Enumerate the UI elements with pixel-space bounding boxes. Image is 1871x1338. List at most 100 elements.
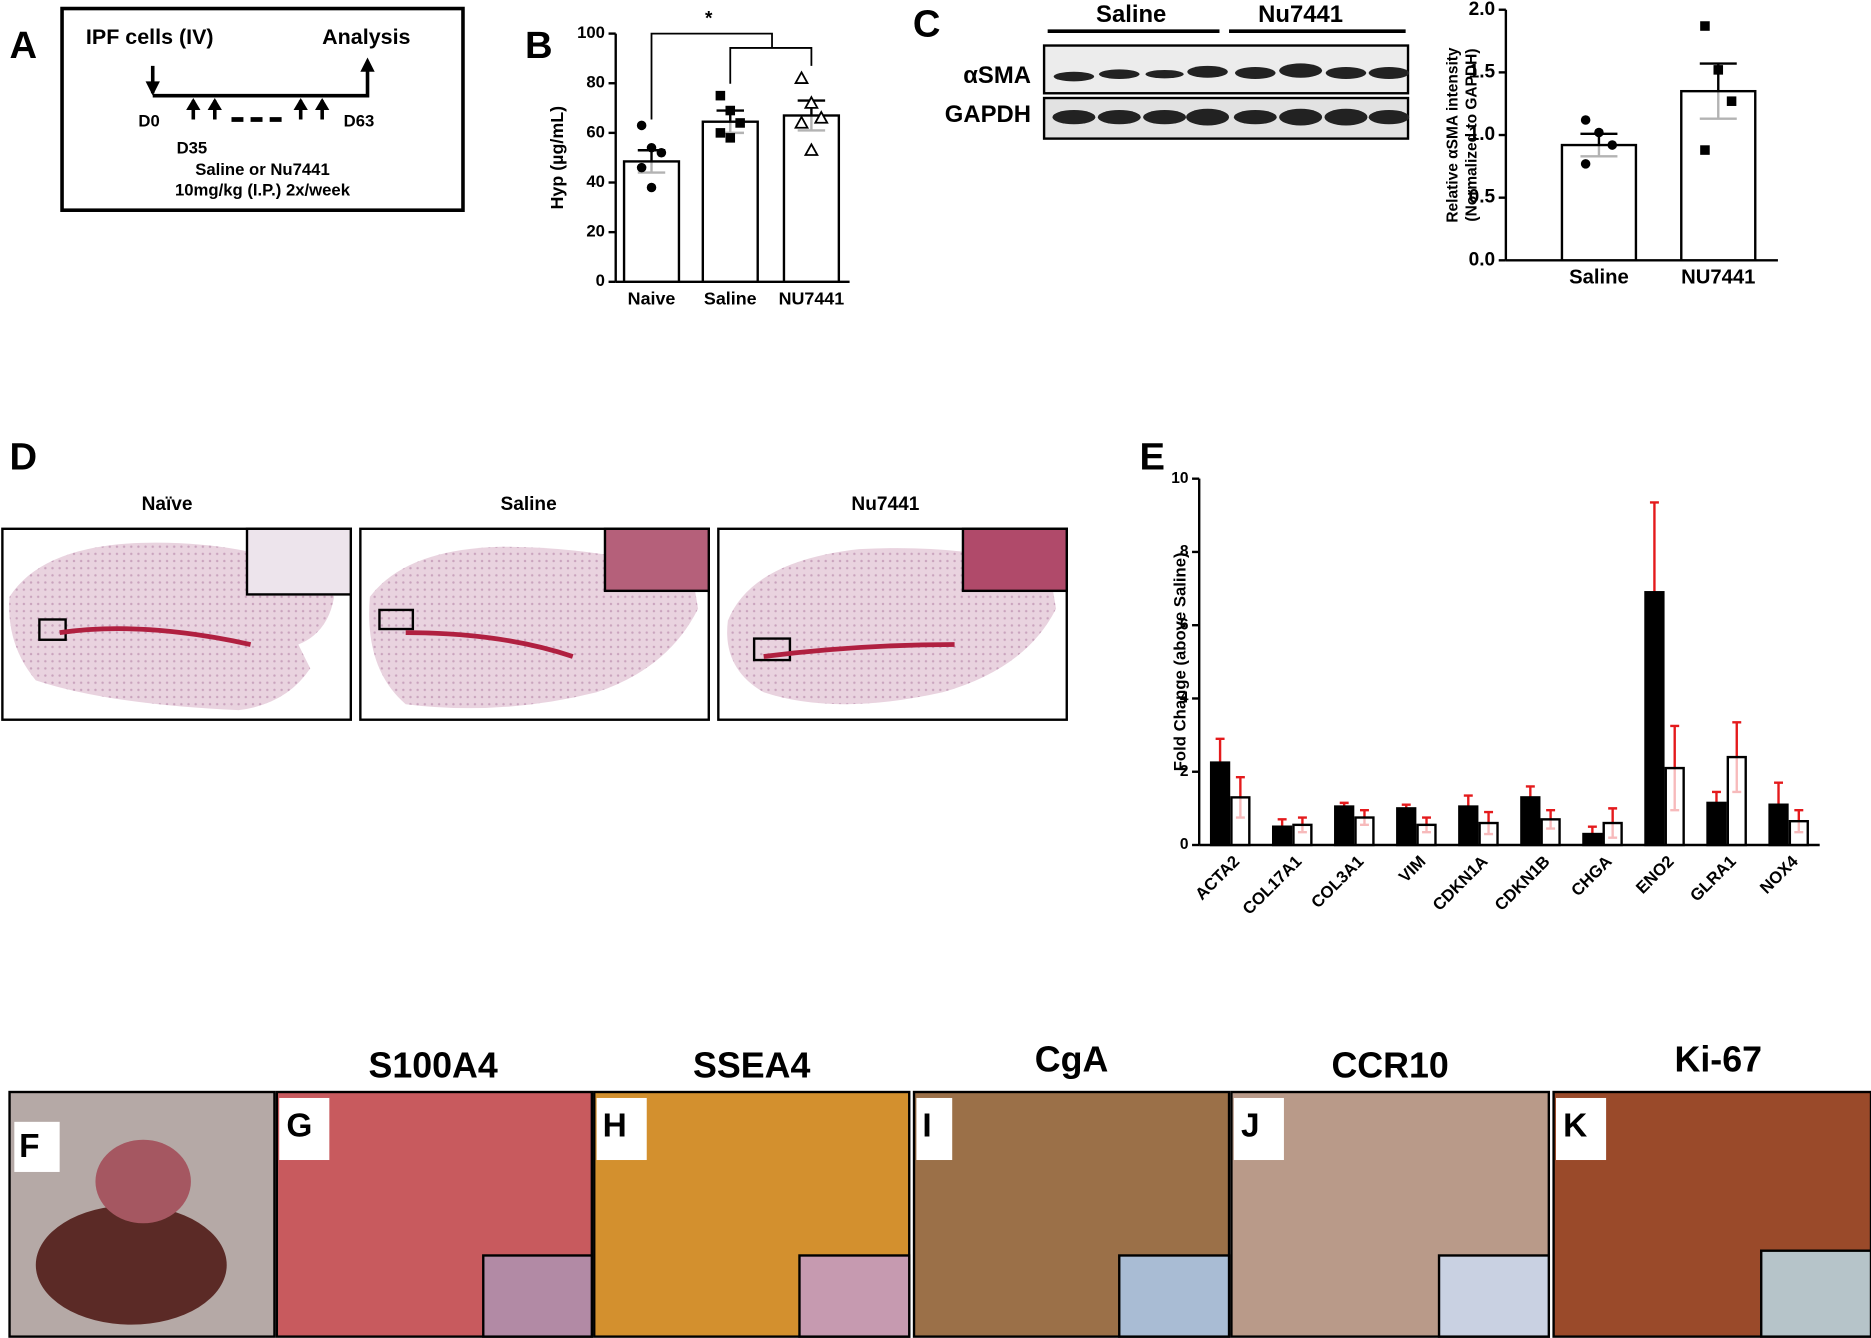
panel-letter: K [1563, 1108, 1587, 1145]
data-point [794, 115, 810, 129]
image-title: S100A4 [368, 1046, 497, 1086]
bar [1209, 761, 1231, 847]
bar [1602, 821, 1623, 847]
panel-a: IPF cells (IV) Analysis D0 D35 D63 Salin… [60, 6, 465, 212]
y-axis-label: Hyp (µg/mL) [547, 106, 567, 210]
significance: * [705, 8, 713, 29]
bar [1292, 823, 1313, 847]
bar [782, 114, 841, 283]
x-tick-label: GLRA1 [1686, 852, 1739, 905]
image-title: CgA [1035, 1040, 1109, 1080]
panel-letter: B [525, 24, 553, 67]
x-tick-label: NU7441 [1681, 267, 1755, 289]
x-tick-label: CHGA [1567, 852, 1615, 900]
bar [1706, 801, 1727, 847]
x-tick-label: ACTA2 [1191, 852, 1243, 904]
panel-letter: D [10, 436, 38, 479]
label: IPF cells (IV) [86, 25, 214, 49]
data-point [725, 133, 736, 143]
y-tick-label: 1.0 [1469, 124, 1496, 145]
data-point [813, 110, 829, 124]
data-point [1726, 96, 1737, 106]
data-point [1580, 159, 1591, 169]
y-tick-label: 0.0 [1469, 249, 1496, 270]
y-tick-label: 40 [586, 172, 605, 191]
x-tick-label: Naive [628, 288, 676, 308]
image-title: SSEA4 [693, 1046, 810, 1086]
x-tick-label: NOX4 [1756, 851, 1802, 897]
blot-row: αSMA [963, 62, 1031, 89]
label: D35 [177, 139, 208, 158]
data-point [1594, 127, 1604, 138]
bar [1644, 591, 1665, 847]
data-point [735, 118, 745, 128]
bar [622, 160, 681, 283]
data-point [794, 70, 810, 84]
bar [1354, 816, 1375, 847]
data-point [1713, 65, 1724, 75]
x-tick-label: VIM [1395, 852, 1429, 886]
label: D63 [344, 111, 375, 130]
bar [1680, 89, 1757, 262]
data-point [725, 105, 736, 116]
panel-letter: F [19, 1128, 39, 1165]
data-point [636, 120, 647, 131]
data-point [1580, 115, 1591, 125]
image-title: CCR10 [1331, 1046, 1448, 1086]
y-tick-label: 4 [1180, 690, 1189, 707]
x-tick-label: Saline [704, 288, 757, 308]
data-point [1607, 140, 1618, 150]
bar [1334, 805, 1355, 847]
data-point [803, 142, 819, 156]
x-tick-label: CDKN1B [1491, 852, 1554, 915]
bar [1478, 821, 1499, 847]
bar [1788, 819, 1809, 847]
bar [1582, 832, 1603, 847]
bar [1664, 766, 1685, 847]
y-axis-label: Relative αSMA intensity [1444, 47, 1461, 223]
data-point [1700, 145, 1710, 155]
y-tick-label: 0.5 [1469, 187, 1496, 208]
y-tick-label: 8 [1180, 543, 1189, 560]
data-point [636, 162, 647, 173]
x-tick-label: CDKN1A [1429, 852, 1492, 915]
panel-letter: H [603, 1108, 627, 1145]
y-tick-label: 0 [1180, 836, 1189, 853]
y-tick-label: 2 [1180, 763, 1189, 780]
y-tick-label: 2.0 [1469, 0, 1496, 20]
image-title: Naïve [142, 494, 193, 515]
y-axis-label: (Normalized to GAPDH) [1464, 48, 1481, 221]
panel-letter: C [913, 3, 941, 46]
bar [1560, 143, 1638, 262]
label: 10mg/kg (I.P.) 2x/week [175, 181, 351, 200]
panel-letter: J [1241, 1108, 1260, 1145]
bar [1271, 825, 1293, 847]
panel-letter: A [10, 24, 38, 67]
x-tick-label: ENO2 [1632, 852, 1678, 898]
y-tick-label: 100 [577, 23, 605, 42]
y-tick-label: 10 [1171, 470, 1188, 487]
data-point [646, 142, 657, 153]
data-point [715, 128, 726, 138]
data-point [1700, 21, 1710, 31]
y-tick-label: 80 [586, 73, 605, 92]
label: Analysis [322, 25, 410, 49]
bar [1416, 823, 1437, 847]
panel-letter: I [922, 1108, 931, 1145]
data-point [656, 147, 667, 158]
data-point [803, 95, 819, 109]
bar [1768, 803, 1789, 847]
y-tick-label: 60 [586, 122, 605, 141]
bar [1230, 796, 1251, 847]
panel-letter: E [1140, 436, 1165, 479]
western-blot: Saline Nu7441 αSMA GAPDH [945, 1, 1410, 140]
blot-group: Nu7441 [1258, 1, 1343, 28]
x-tick-label: COL3A1 [1307, 852, 1367, 912]
bar [1540, 818, 1561, 847]
blot-row: GAPDH [945, 101, 1031, 128]
image-title: Nu7441 [851, 494, 919, 515]
y-tick-label: 1.5 [1469, 61, 1496, 82]
bar [1396, 807, 1417, 847]
